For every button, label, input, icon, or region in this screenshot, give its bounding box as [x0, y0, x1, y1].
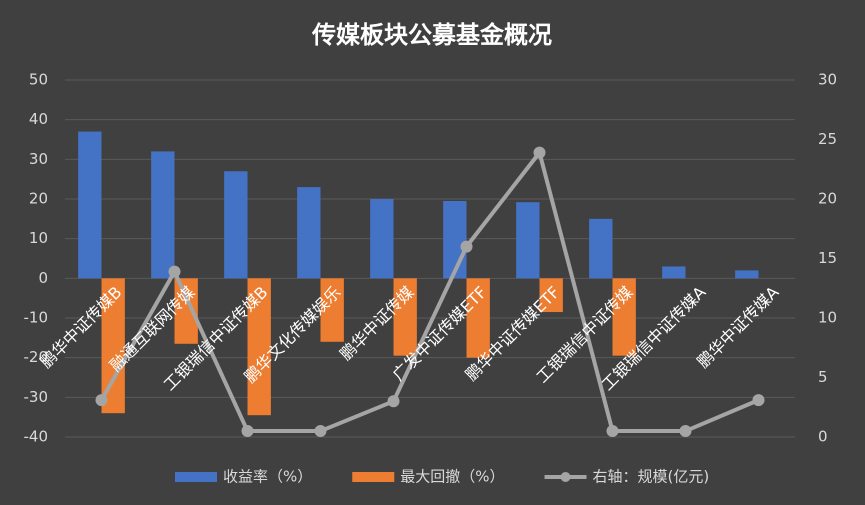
y-tick-label: -20	[24, 348, 49, 366]
line-marker	[606, 425, 619, 438]
legend-label: 收益率（%）	[223, 468, 312, 486]
line-marker	[460, 240, 473, 253]
y2-tick-label: 25	[818, 130, 837, 148]
bar	[393, 278, 417, 356]
line-marker	[168, 265, 181, 278]
line-marker	[314, 425, 327, 438]
bar	[612, 278, 636, 356]
bar	[247, 278, 271, 416]
line-marker	[387, 395, 400, 408]
bar	[224, 171, 248, 279]
y-tick-label: 30	[29, 150, 48, 168]
line-marker	[533, 146, 546, 159]
y-tick-label: 0	[38, 269, 48, 287]
y2-tick-label: 30	[818, 71, 837, 89]
bar	[370, 199, 394, 279]
bar	[466, 278, 490, 358]
y-tick-label: 40	[29, 110, 48, 128]
legend-swatch	[560, 472, 571, 482]
y-tick-label: -40	[24, 428, 49, 446]
bar	[735, 270, 759, 279]
bar	[516, 202, 540, 279]
y-tick-label: -10	[24, 309, 49, 327]
chart-title: 传媒板块公募基金概况	[311, 21, 552, 49]
line-marker	[679, 425, 692, 438]
y-tick-label: 50	[29, 71, 48, 89]
legend-label: 最大回撤（%）	[400, 468, 504, 486]
bar	[101, 278, 125, 414]
bar	[320, 278, 344, 342]
bar	[662, 266, 686, 279]
y2-tick-label: 5	[818, 368, 828, 386]
bar	[78, 131, 102, 279]
bar	[539, 278, 563, 313]
bar	[297, 187, 321, 279]
y-tick-label: -30	[24, 388, 49, 406]
y2-tick-label: 20	[818, 190, 837, 208]
line-marker	[95, 394, 108, 407]
line-marker	[752, 394, 765, 407]
bar	[151, 151, 175, 279]
line	[99, 148, 760, 434]
line-marker	[241, 425, 254, 438]
legend-label: 右轴：规模(亿元)	[593, 468, 710, 486]
y-tick-label: 20	[29, 190, 48, 208]
y2-tick-label: 0	[818, 428, 828, 446]
bar	[589, 218, 613, 279]
y-tick-label: 10	[29, 229, 48, 247]
legend-swatch	[175, 472, 217, 482]
bar	[174, 278, 198, 344]
legend-swatch	[352, 472, 395, 482]
y2-tick-label: 10	[818, 309, 837, 327]
y2-tick-label: 15	[818, 249, 837, 267]
